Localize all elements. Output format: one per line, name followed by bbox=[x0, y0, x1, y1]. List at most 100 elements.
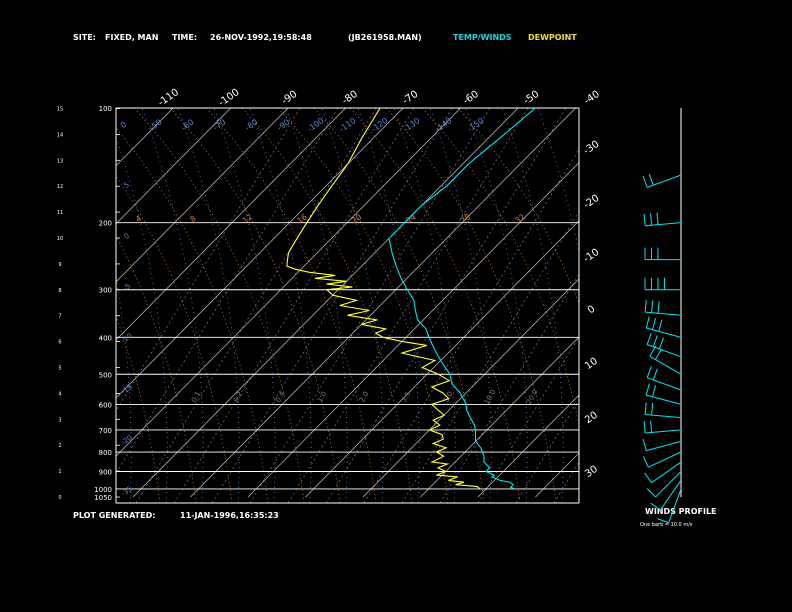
wind-barb-shaft bbox=[659, 480, 682, 511]
isotherm-line bbox=[651, 108, 792, 497]
wind-barb-flag bbox=[648, 173, 654, 186]
height-label-3: 3 bbox=[58, 417, 61, 423]
moist-adiabat-label: -110 bbox=[338, 116, 358, 134]
height-label-14: 14 bbox=[57, 132, 63, 138]
wind-barb bbox=[649, 345, 682, 375]
wind-barb-flag bbox=[652, 335, 658, 347]
pressure-label-600: 600 bbox=[99, 401, 112, 409]
height-label-11: 11 bbox=[57, 210, 63, 216]
top-isotherm-label: -50 bbox=[522, 89, 542, 107]
dry-adiabat-label: 24 bbox=[404, 212, 418, 225]
top-isotherm-label: -90 bbox=[280, 89, 300, 107]
isotherm-line bbox=[116, 108, 231, 225]
right-isotherm-label: 20 bbox=[583, 410, 600, 426]
mixing-ratio-line bbox=[363, 148, 579, 503]
isotherm-line bbox=[362, 278, 579, 498]
wind-barb-shaft bbox=[649, 355, 682, 375]
left-moist-label: -15 bbox=[120, 383, 134, 396]
moist-adiabat-label: -150 bbox=[466, 116, 486, 134]
mixing-ratio-label: 3.5 bbox=[400, 390, 412, 404]
wind-barb-shaft bbox=[648, 451, 682, 468]
mixing-ratio-line bbox=[287, 108, 529, 503]
height-label-6: 6 bbox=[58, 340, 61, 346]
wind-barb bbox=[650, 480, 682, 511]
isotherm-line bbox=[247, 162, 579, 498]
wind-barb bbox=[642, 451, 682, 468]
dry-adiabat-label: 32 bbox=[513, 212, 527, 225]
wind-barb-flag bbox=[651, 403, 654, 416]
moist-adiabat-line bbox=[213, 108, 276, 503]
left-moist-label: -20 bbox=[120, 434, 134, 447]
plot-frame bbox=[115, 108, 580, 503]
wind-barb-flag bbox=[645, 383, 650, 396]
mixing-ratio-line bbox=[116, 108, 301, 412]
wind-barb-shaft bbox=[646, 394, 682, 405]
moist-adiabat-line bbox=[429, 108, 492, 503]
wind-barb-shaft bbox=[646, 440, 682, 452]
height-label-2: 2 bbox=[58, 443, 61, 449]
wind-barb bbox=[644, 277, 681, 291]
wind-barb-flag bbox=[652, 317, 657, 330]
pressure-label-900: 900 bbox=[99, 468, 112, 476]
wind-barb-flag bbox=[650, 502, 661, 511]
wind-barb-flag bbox=[644, 472, 652, 483]
pressure-label-400: 400 bbox=[99, 334, 112, 342]
height-label-9: 9 bbox=[58, 262, 61, 268]
top-isotherm-label: -80 bbox=[340, 89, 360, 107]
isotherm-line bbox=[477, 394, 579, 498]
isotherm-line bbox=[116, 108, 404, 399]
wind-barb bbox=[645, 383, 682, 405]
wind-barb bbox=[644, 461, 682, 484]
wind-barb-flag bbox=[643, 421, 646, 434]
wind-barb-shaft bbox=[646, 327, 682, 338]
right-isotherm-label: -10 bbox=[582, 247, 602, 265]
pressure-label-1050: 1050 bbox=[94, 494, 112, 502]
wind-barb bbox=[643, 212, 682, 227]
mixing-ratio-line bbox=[325, 108, 567, 503]
wind-barb-flag bbox=[650, 420, 653, 433]
moist-adiabat-line bbox=[357, 108, 420, 503]
dry-adiabat-line bbox=[313, 108, 485, 503]
isotherm-line bbox=[535, 452, 579, 498]
wind-barb-flag bbox=[646, 488, 656, 498]
isotherm-line bbox=[708, 108, 792, 497]
wind-barb-flag bbox=[655, 348, 662, 360]
mixing-ratio-line bbox=[211, 108, 453, 503]
dry-adiabat-label: 4 bbox=[134, 214, 143, 224]
file-id: (JB261958.MAN) bbox=[348, 33, 422, 42]
moist-adiabat-line bbox=[116, 135, 168, 503]
legend-dewpoint: DEWPOINT bbox=[528, 33, 577, 42]
height-label-4: 4 bbox=[58, 391, 61, 397]
wind-barb bbox=[646, 471, 682, 498]
right-isotherm-label: 10 bbox=[583, 356, 600, 372]
right-isotherm-label: 30 bbox=[583, 464, 600, 480]
dry-adiabat-line bbox=[169, 108, 341, 503]
time-label: TIME: bbox=[172, 33, 198, 42]
wind-barb-shaft bbox=[645, 311, 682, 316]
mixing-ratio-line bbox=[249, 108, 491, 503]
dry-adiabat-label: 8 bbox=[188, 214, 197, 224]
moist-adiabat-line bbox=[116, 276, 132, 503]
left-moist-label: -5 bbox=[122, 282, 132, 293]
wind-barb-flag bbox=[643, 213, 646, 226]
moist-adiabat-line bbox=[249, 108, 312, 503]
height-label-1: 1 bbox=[58, 469, 61, 475]
legend-temp: TEMP/WINDS bbox=[453, 33, 512, 42]
moist-adiabat-label: 0 bbox=[119, 120, 128, 130]
moist-adiabat-label: -80 bbox=[244, 118, 260, 133]
wind-barb bbox=[644, 247, 681, 261]
top-isotherm-label: -40 bbox=[582, 89, 602, 107]
mixing-ratio-line bbox=[630, 108, 792, 503]
wind-barb-flag bbox=[642, 438, 647, 451]
wind-barb-flag bbox=[646, 333, 652, 345]
grid-lines bbox=[0, 108, 792, 503]
wind-barb bbox=[644, 300, 682, 316]
isotherm-line bbox=[0, 108, 1, 497]
mixing-ratio-line bbox=[477, 336, 579, 503]
mixing-ratio-line bbox=[515, 398, 579, 503]
dry-adiabat-line bbox=[205, 108, 377, 503]
moist-adiabat-line bbox=[501, 108, 564, 503]
wind-barb bbox=[657, 488, 682, 524]
wind-barb-flag bbox=[644, 402, 647, 415]
dry-adiabat-line bbox=[349, 108, 521, 503]
